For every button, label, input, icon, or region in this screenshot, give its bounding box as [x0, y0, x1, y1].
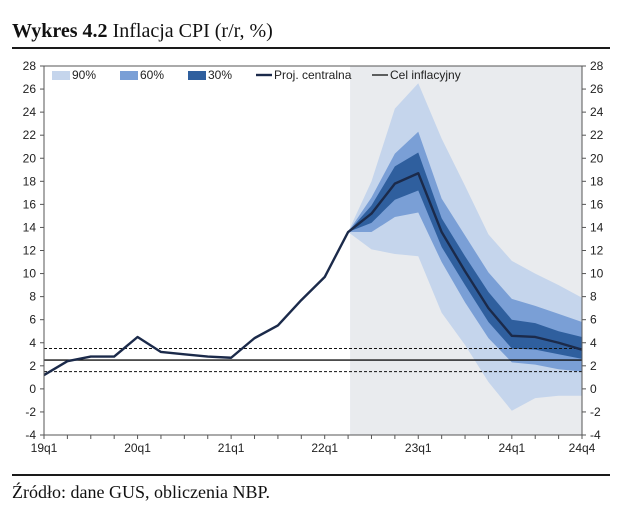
ytick-left-label: -4: [25, 428, 36, 442]
ytick-right-label: 18: [590, 174, 604, 188]
chart-title: Wykres 4.2 Inflacja CPI (r/r, %): [12, 20, 273, 43]
ytick-right-label: 20: [590, 151, 604, 165]
ytick-right-label: 12: [590, 244, 604, 258]
top-rule: [12, 47, 610, 49]
ytick-left-label: 8: [29, 290, 36, 304]
legend-swatch-1: [120, 71, 138, 80]
ytick-left-label: 10: [23, 267, 37, 281]
legend-swatch-0: [52, 71, 70, 80]
ytick-right-label: 2: [590, 359, 597, 373]
ytick-left-label: 22: [23, 128, 37, 142]
ytick-left-label: 6: [29, 313, 36, 327]
ytick-left-label: 12: [23, 244, 37, 258]
ytick-right-label: -2: [590, 405, 601, 419]
ytick-right-label: 14: [590, 220, 604, 234]
ytick-right-label: 28: [590, 59, 604, 73]
ytick-left-label: 26: [23, 82, 37, 96]
ytick-left-label: 2: [29, 359, 36, 373]
legend-label-2: 30%: [208, 68, 232, 82]
xtick-label: 20q1: [124, 441, 151, 455]
ytick-left-label: 16: [23, 197, 37, 211]
xtick-label: 21q1: [218, 441, 245, 455]
ytick-right-label: 26: [590, 82, 604, 96]
ytick-left-label: 28: [23, 59, 37, 73]
ytick-left-label: -2: [25, 405, 36, 419]
ytick-right-label: 10: [590, 267, 604, 281]
chart-title-text: Inflacja CPI (r/r, %): [112, 20, 273, 42]
ytick-right-label: 4: [590, 336, 597, 350]
xtick-label: 22q1: [311, 441, 338, 455]
band-30: [348, 152, 582, 359]
legend-label-4: Cel inflacyjny: [390, 68, 461, 82]
chart-number: Wykres 4.2: [12, 20, 108, 42]
ytick-right-label: 24: [590, 105, 604, 119]
legend-swatch-2: [188, 71, 206, 80]
ytick-left-label: 14: [23, 220, 37, 234]
xtick-label: 19q1: [31, 441, 58, 455]
ytick-right-label: 8: [590, 290, 597, 304]
ytick-right-label: 0: [590, 382, 597, 396]
ytick-left-label: 4: [29, 336, 36, 350]
xtick-label: 23q1: [405, 441, 432, 455]
ytick-right-label: 6: [590, 313, 597, 327]
legend-label-0: 90%: [72, 68, 96, 82]
xtick-label: 24q4: [569, 441, 596, 455]
ytick-right-label: 16: [590, 197, 604, 211]
ytick-left-label: 20: [23, 151, 37, 165]
ytick-right-label: -4: [590, 428, 601, 442]
source-note: Źródło: dane GUS, obliczenia NBP.: [12, 482, 270, 502]
ytick-left-label: 18: [23, 174, 37, 188]
ytick-left-label: 24: [23, 105, 37, 119]
legend-label-3: Proj. centralna: [274, 68, 352, 82]
xtick-label: 24q1: [498, 441, 525, 455]
bottom-rule: [12, 474, 610, 476]
legend-label-1: 60%: [140, 68, 164, 82]
ytick-right-label: 22: [590, 128, 604, 142]
central-projection-line: [43, 172, 583, 377]
ytick-left-label: 0: [29, 382, 36, 396]
